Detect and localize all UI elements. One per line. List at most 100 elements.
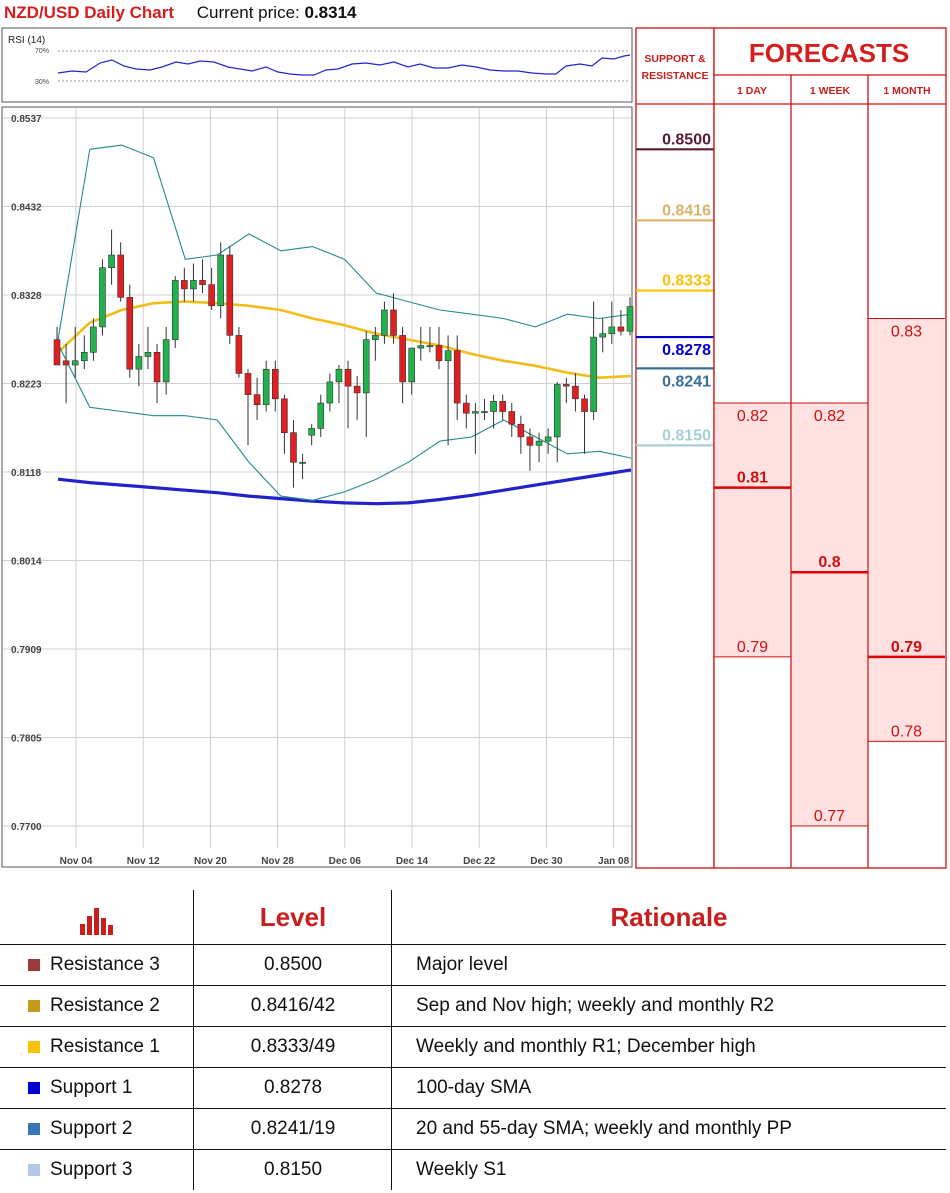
candle-body-down <box>244 373 252 395</box>
row-level: 0.8500 <box>193 945 392 985</box>
candle <box>181 267 188 302</box>
resistance-3-swatch <box>28 959 40 971</box>
candle <box>390 293 397 344</box>
candle <box>435 326 443 370</box>
support-2-swatch <box>28 1123 40 1135</box>
candle <box>135 343 143 387</box>
forecast-high-label: 0.82 <box>737 408 768 425</box>
candle-body-up <box>190 280 197 290</box>
candle-body-up <box>299 461 306 464</box>
candle-body-up <box>217 254 225 307</box>
candle <box>290 419 297 488</box>
candle-body-down <box>281 398 288 433</box>
indicator-lines <box>57 144 632 506</box>
sr-title-line1: SUPPORT & <box>644 53 706 65</box>
table-row: Support 3 0.8150 Weekly S1 <box>0 1150 946 1190</box>
row-level: 0.8150 <box>193 1150 392 1190</box>
forecasts-panel: FORECASTS 1 DAY 1 WEEK 1 MONTH 0.820.810… <box>713 27 947 869</box>
y-tick-label: 0.8328 <box>11 291 42 302</box>
candle-body-up <box>481 411 488 414</box>
candle-body-up <box>308 428 315 436</box>
y-tick-label: 0.7805 <box>11 734 42 745</box>
candle <box>381 301 388 344</box>
sr-level-value: 0.8416 <box>662 202 711 219</box>
forecast-band <box>715 403 790 657</box>
row-level: 0.8333/49 <box>193 1027 392 1067</box>
x-tick-label: Nov 04 <box>60 856 93 867</box>
candle-body-down <box>226 254 234 336</box>
candle-body-up <box>326 381 334 404</box>
grid-lines <box>3 108 631 848</box>
sr-level-value: 0.8278 <box>662 342 711 359</box>
candle <box>326 373 334 412</box>
candle-body-up <box>626 306 634 332</box>
sma_55-line <box>57 300 632 380</box>
row-rationale: Sep and Nov high; weekly and monthly R2 <box>391 986 946 1026</box>
candle-body-up <box>444 350 452 362</box>
candle-body-down <box>290 432 297 463</box>
levels-table: Level Rationale Resistance 3 0.8500 Majo… <box>0 890 950 1193</box>
x-tick-label: Dec 30 <box>530 856 563 867</box>
y-tick-label: 0.7909 <box>11 645 42 656</box>
bollinger_upper-line <box>57 144 632 340</box>
row-level: 0.8416/42 <box>193 986 392 1026</box>
support-resistance-panel: SUPPORT & RESISTANCE 0.8500 0.8416 0.8333 0… <box>635 27 715 869</box>
candle <box>244 369 252 446</box>
candle <box>208 267 215 311</box>
table-row: Support 1 0.8278 100-day SMA <box>0 1068 946 1109</box>
forecast-mid-label: 0.8 <box>818 554 840 571</box>
table-row: Resistance 3 0.8500 Major level <box>0 945 946 986</box>
rsi-70-label: 70% <box>35 48 49 55</box>
candle <box>71 326 79 378</box>
resistance-1-swatch <box>28 1041 40 1053</box>
x-tick-label: Dec 22 <box>463 856 496 867</box>
candle-body-up <box>90 326 97 353</box>
rsi-label: RSI (14) <box>8 35 45 46</box>
sr-level-value: 0.8500 <box>662 131 711 148</box>
candle-body-up <box>535 440 543 446</box>
candle-body-up <box>135 356 143 370</box>
candle-body-down <box>390 309 397 336</box>
row-rationale: Weekly S1 <box>391 1150 946 1190</box>
x-tick-label: Dec 06 <box>329 856 362 867</box>
bar-chart-icon <box>0 890 193 944</box>
x-axis-ticks: Nov 04 Nov 12 Nov 20 Nov 28 Dec 06 Dec 14 Dec … <box>60 856 630 867</box>
candle <box>144 326 152 370</box>
candle <box>353 375 361 420</box>
resistance-2-swatch <box>28 1000 40 1012</box>
candle-body-down <box>253 394 261 406</box>
candle <box>344 360 352 429</box>
support-1-swatch <box>28 1082 40 1094</box>
candle <box>544 428 552 454</box>
candle-body-down <box>126 297 134 370</box>
candle <box>217 242 225 319</box>
x-tick-label: Dec 14 <box>396 856 429 867</box>
row-name: Resistance 3 <box>50 954 160 975</box>
candle <box>608 301 616 344</box>
forecast-mid-label: 0.81 <box>737 470 768 487</box>
sr-level-value: 0.8333 <box>662 273 711 290</box>
candle <box>281 394 288 454</box>
sr-title-line2: RESISTANCE <box>642 70 709 82</box>
candle <box>271 360 279 412</box>
candle-body-up <box>317 402 325 429</box>
candle <box>490 394 497 429</box>
forecast-high-label: 0.83 <box>891 323 922 340</box>
candle-body-down <box>62 360 70 366</box>
candle-body-up <box>381 309 388 336</box>
candle <box>517 415 525 454</box>
candle-body-down <box>517 423 525 438</box>
chart-title: NZD/USD Daily Chart <box>4 3 175 22</box>
candle <box>526 428 534 471</box>
candle-body-down <box>499 401 506 412</box>
table-row: Support 2 0.8241/19 20 and 55-day SMA; w… <box>0 1109 946 1150</box>
candle-body-up <box>544 436 552 442</box>
level-column-header: Level <box>193 890 392 944</box>
row-rationale: 100-day SMA <box>391 1068 946 1108</box>
candle <box>162 326 170 395</box>
x-tick-label: Jan 08 <box>598 856 630 867</box>
candle <box>417 326 425 361</box>
y-tick-label: 0.8223 <box>11 380 42 391</box>
y-tick-label: 0.8118 <box>11 468 41 479</box>
row-name: Support 3 <box>50 1159 133 1180</box>
